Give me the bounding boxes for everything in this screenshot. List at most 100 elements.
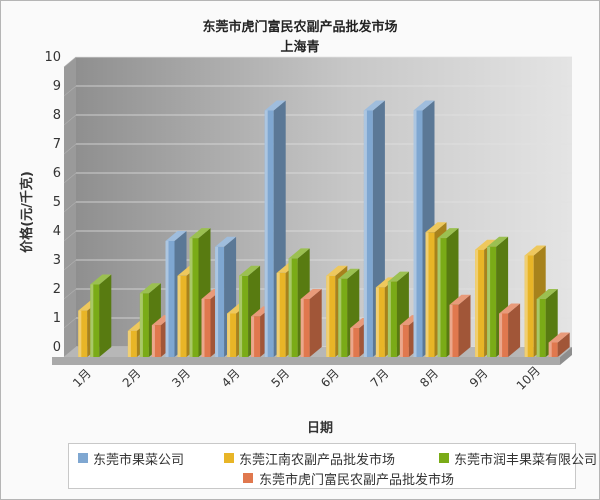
bar-top xyxy=(363,100,385,111)
bar-top xyxy=(215,236,237,247)
bar-highlight xyxy=(189,238,193,357)
bar-side xyxy=(309,289,322,357)
x-tick-label: 2月 xyxy=(120,366,144,390)
bar-top xyxy=(548,332,570,343)
bar-highlight xyxy=(499,313,503,357)
legend-label: 东莞江南农副产品批发市场 xyxy=(239,453,396,468)
legend-label: 东莞市虎门富民农副产品批发市场 xyxy=(259,473,455,488)
legend-label: 东莞市果菜公司 xyxy=(93,453,185,468)
x-tick-label: 4月 xyxy=(219,366,243,390)
gridline-side xyxy=(63,143,77,155)
bar-top xyxy=(499,303,521,314)
bar-highlight xyxy=(127,330,131,357)
legend-label: 东莞市润丰果菜有限公司 xyxy=(454,453,598,468)
bar-highlight xyxy=(251,316,255,357)
bar-front xyxy=(239,275,249,357)
bar-top xyxy=(413,100,435,111)
y-tick-label: 7 xyxy=(53,137,61,152)
gridline-side xyxy=(63,230,77,242)
x-axis-title: 日期 xyxy=(307,421,333,436)
y-tick-label: 5 xyxy=(53,195,61,210)
bar-front xyxy=(201,299,211,357)
bar-top xyxy=(437,228,459,239)
x-tick-label: 8月 xyxy=(417,366,441,390)
x-tick-label: 5月 xyxy=(268,366,292,390)
bar-front xyxy=(363,110,373,357)
gridline-side xyxy=(63,172,77,184)
bar-highlight xyxy=(90,284,94,357)
bar-highlight xyxy=(300,299,304,357)
bar-highlight xyxy=(350,328,354,357)
bar-highlight xyxy=(338,278,342,357)
bar-top xyxy=(449,294,471,305)
bar-front xyxy=(189,238,199,357)
bar-front xyxy=(449,304,459,357)
bar-highlight xyxy=(276,272,280,357)
bar-top xyxy=(264,100,286,111)
chart-subtitle: 上海青 xyxy=(280,40,320,55)
bar-top xyxy=(524,245,546,256)
y-tick-label: 4 xyxy=(53,224,61,239)
bar-highlight xyxy=(475,249,479,357)
bar-highlight xyxy=(139,293,143,357)
bar-front xyxy=(399,325,409,357)
gridline-side xyxy=(63,56,77,68)
y-tick-label: 9 xyxy=(53,79,61,94)
y-tick-label: 6 xyxy=(53,166,61,181)
bar-highlight xyxy=(437,238,441,357)
gridline-side xyxy=(63,85,77,97)
bar-highlight xyxy=(425,232,429,357)
bar-front xyxy=(251,316,261,357)
bar-highlight xyxy=(326,275,330,357)
bar-highlight xyxy=(288,258,292,357)
bar-front xyxy=(425,232,435,357)
bar-front xyxy=(487,246,497,357)
bar-highlight xyxy=(201,299,205,357)
bar-highlight xyxy=(78,310,82,357)
gridline-side xyxy=(63,201,77,213)
bar-front xyxy=(524,255,534,357)
bar-side xyxy=(99,274,112,357)
bar-side xyxy=(508,303,521,357)
bar-top xyxy=(189,228,211,239)
bar-front xyxy=(276,272,286,357)
bar-highlight xyxy=(363,110,367,357)
bar-top xyxy=(326,265,348,276)
bar-highlight xyxy=(399,325,403,357)
bar-highlight xyxy=(165,241,169,357)
y-tick-label: 0 xyxy=(53,340,61,355)
bar-highlight xyxy=(264,110,268,357)
bar-front xyxy=(387,281,397,357)
x-tick-label: 3月 xyxy=(169,366,193,390)
bar-front xyxy=(139,293,149,357)
y-tick-label: 3 xyxy=(53,253,61,268)
gridline-side xyxy=(63,114,77,126)
x-tick-label: 7月 xyxy=(368,366,392,390)
bar-front xyxy=(227,313,237,357)
bar-front xyxy=(300,299,310,357)
bar-front xyxy=(475,249,485,357)
bar-highlight xyxy=(449,304,453,357)
bar-highlight xyxy=(487,246,491,357)
bar-front xyxy=(499,313,509,357)
bar-highlight xyxy=(524,255,528,357)
legend-swatch xyxy=(243,473,253,483)
bar-top xyxy=(300,289,322,299)
y-tick-label: 1 xyxy=(53,311,61,326)
y-tick-label: 10 xyxy=(44,50,61,65)
bar-highlight xyxy=(387,281,391,357)
bar-top xyxy=(387,271,409,282)
bar-highlight xyxy=(151,325,155,357)
bar-highlight xyxy=(548,342,552,357)
x-tick-label: 10月 xyxy=(514,364,543,393)
bar-top xyxy=(536,289,558,299)
gridline-side xyxy=(63,317,77,329)
bar-highlight xyxy=(239,275,243,357)
bar-front xyxy=(326,275,336,357)
bar-front xyxy=(127,330,137,357)
bar-top xyxy=(139,283,161,294)
bar-front xyxy=(264,110,274,357)
bar-top xyxy=(90,274,112,285)
gridline-side xyxy=(63,259,77,271)
